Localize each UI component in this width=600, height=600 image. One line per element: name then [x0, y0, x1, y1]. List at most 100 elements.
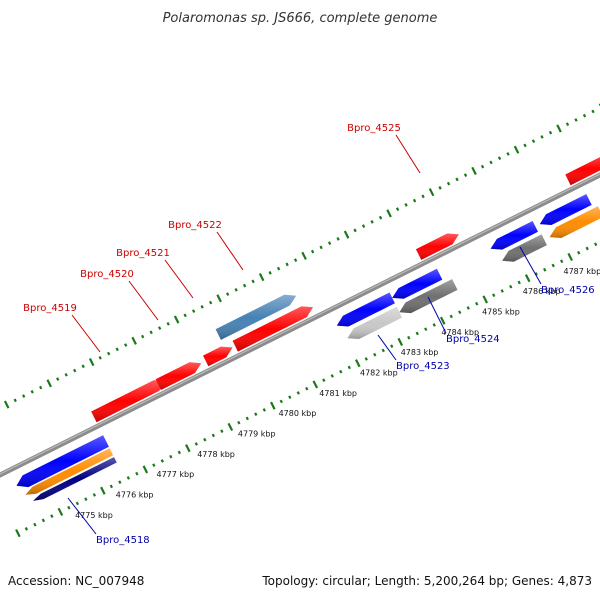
gene-arrow-shade: [539, 194, 592, 225]
gene-label: Bpro_4526: [541, 285, 595, 296]
scale-tick-label: 4779 kbp: [238, 430, 276, 439]
guide-dot: [124, 343, 128, 347]
dotted-guides: [3, 103, 600, 538]
guide-dot: [268, 271, 272, 275]
guide-dot: [227, 422, 234, 431]
gene-label: Bpro_4521: [116, 248, 170, 259]
guide-dot: [531, 139, 536, 143]
guide-dot: [279, 399, 283, 404]
gene-arrow-shade: [232, 306, 313, 352]
gene-arrow-shade: [399, 279, 458, 314]
guide-dot: [439, 316, 446, 325]
guide-dot: [543, 267, 547, 272]
guide-dot: [517, 280, 521, 285]
guide-dot: [458, 310, 462, 315]
guide-dot: [492, 293, 496, 298]
scale-tick-label: 4776 kbp: [116, 491, 154, 500]
guide-dot: [39, 385, 43, 390]
guide-dot: [330, 374, 334, 378]
guide-dot: [216, 294, 222, 303]
guide-dot: [107, 351, 111, 356]
guide-dot: [211, 433, 215, 438]
guide-dot: [397, 337, 404, 347]
guide-dot: [152, 463, 156, 467]
guide-dot: [13, 398, 17, 403]
gene-arrow-shade: [25, 448, 114, 495]
guide-dot: [305, 386, 309, 391]
gene-arrow-shade: [215, 294, 297, 340]
guide-dot: [166, 322, 170, 326]
guide-dot: [225, 292, 230, 296]
guide-dot: [560, 259, 564, 264]
gene-label: Bpro_4522: [168, 220, 222, 231]
guide-dot: [234, 288, 238, 292]
scale-tick-label: 4784 kbp: [441, 328, 479, 337]
gene-arrow-shade: [155, 362, 202, 390]
guide-dot: [540, 135, 544, 139]
gene-leader-line: [216, 231, 244, 271]
guide-dot: [135, 471, 139, 476]
guide-dot: [455, 177, 459, 182]
gene-label: Bpro_4524: [446, 334, 500, 345]
guide-dot: [415, 331, 419, 336]
scale-tick-label: 4775 kbp: [75, 511, 113, 520]
guide-dot: [489, 160, 493, 165]
map-title: Polaromonas sp. JS666, complete genome: [163, 11, 438, 26]
guide-dot: [293, 258, 298, 262]
guide-dot: [475, 301, 479, 306]
guide-dot: [567, 252, 573, 262]
genome-summary: Topology: circular; Length: 5,200,264 bp…: [262, 574, 592, 588]
guide-dot: [100, 486, 106, 495]
scale-tick-label: 4787 kbp: [564, 267, 600, 276]
guide-dot: [339, 369, 343, 374]
guide-dot: [534, 272, 538, 276]
guide-dot: [245, 416, 249, 421]
gene-label: Bpro_4518: [96, 535, 150, 546]
gene-arrow-shade: [392, 268, 443, 299]
backbone-line: [0, 172, 600, 478]
gene-leader-line: [128, 280, 159, 321]
guide-dot: [424, 327, 428, 332]
gene-arrow-shade: [347, 306, 402, 339]
guide-dot: [254, 412, 258, 417]
gene-leader-line: [395, 134, 421, 174]
scale-tick-label: 4785 kbp: [482, 308, 520, 317]
guide-dot: [480, 164, 485, 169]
scale-tick-label: 4781 kbp: [319, 389, 357, 398]
gene-arrow-shade: [490, 221, 538, 250]
guide-dot: [353, 228, 357, 233]
guide-dot: [301, 251, 307, 260]
guide-dot: [296, 391, 300, 395]
guide-dot: [327, 241, 332, 245]
guide-dot: [75, 501, 80, 506]
guide-dot: [390, 344, 394, 349]
gene-leader-line: [377, 334, 397, 361]
gene-label: Bpro_4525: [347, 123, 401, 134]
gene-features: [16, 157, 600, 501]
guide-dot: [73, 368, 77, 373]
guide-dot: [471, 166, 477, 175]
guide-dot: [177, 450, 181, 455]
guide-dot: [438, 186, 442, 190]
guide-dot: [208, 300, 213, 305]
gene-label: Bpro_4519: [23, 303, 77, 314]
guide-dot: [432, 323, 436, 327]
guide-dot: [149, 330, 153, 335]
guide-dot: [524, 274, 531, 283]
guide-dot: [582, 113, 587, 118]
guide-dot: [421, 194, 425, 199]
gene-label: Bpro_4520: [80, 269, 134, 280]
genome-backbone: [0, 172, 600, 478]
guide-dot: [46, 379, 52, 388]
gene-arrow-shade: [33, 457, 117, 501]
guide-dot: [194, 442, 198, 446]
backbone-highlight: [0, 173, 600, 475]
scale-tick-label: 4786 kbp: [523, 287, 561, 296]
guide-dot: [509, 284, 513, 289]
guide-dot: [203, 437, 207, 442]
guide-dot: [404, 203, 408, 207]
guide-dot: [92, 493, 97, 497]
gene-arrow-shade: [16, 435, 109, 488]
guide-dot: [109, 484, 114, 489]
guide-dot: [412, 198, 417, 203]
